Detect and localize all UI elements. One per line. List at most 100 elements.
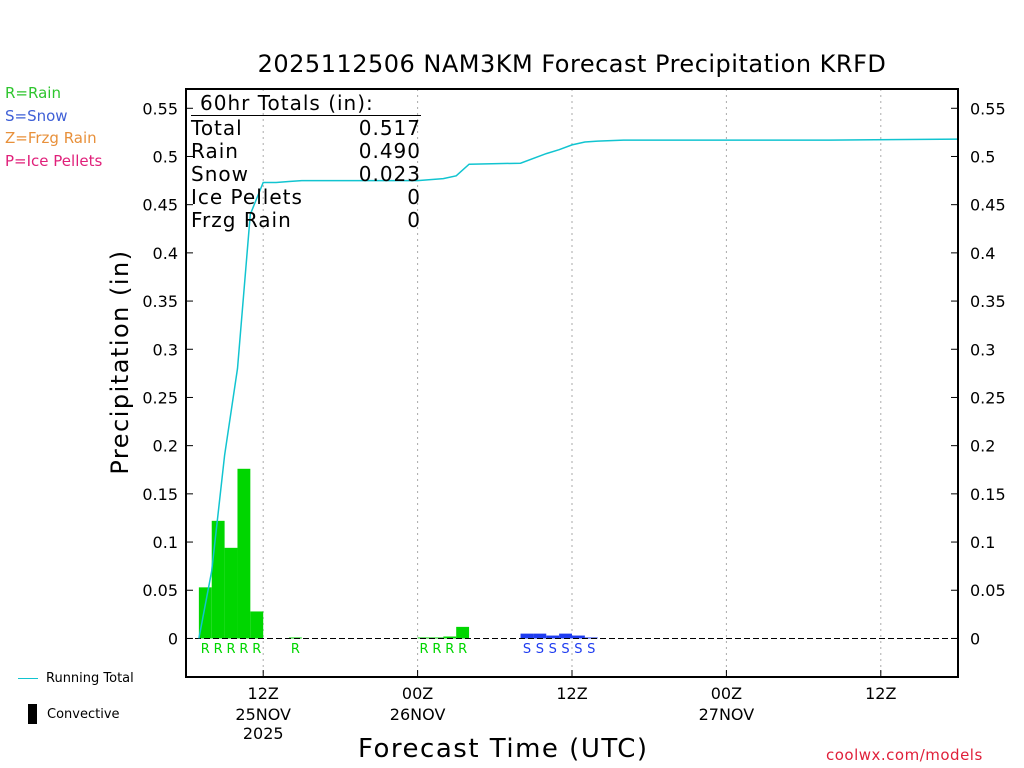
legend-running-total: Running Total xyxy=(18,668,134,688)
y-tick-label-left: 0.05 xyxy=(142,581,178,600)
y-tick-label-right: 0.4 xyxy=(970,244,995,263)
x-tick-label: 00Z xyxy=(402,684,433,703)
y-tick-label-left: 0.3 xyxy=(153,340,178,359)
y-tick-label-right: 0.05 xyxy=(970,581,1006,600)
legend-rain: R=Rain xyxy=(5,84,61,102)
legend-running-total-label: Running Total xyxy=(46,670,134,686)
rain-marker: R xyxy=(458,642,467,657)
y-tick-label-left: 0.2 xyxy=(153,437,178,456)
y-tick-label-right: 0.1 xyxy=(970,533,995,552)
rain-marker: R xyxy=(239,642,248,657)
totals-label: Rain xyxy=(191,139,239,163)
totals-value: 0.023 xyxy=(358,162,421,186)
rain-bar xyxy=(430,637,444,639)
snow-marker: S xyxy=(561,642,569,657)
totals-row-rain: Rain 0.490 xyxy=(191,140,421,163)
y-tick-label-left: 0.55 xyxy=(142,99,178,118)
snow-bar xyxy=(572,635,585,639)
rain-marker: R xyxy=(201,642,210,657)
y-tick-label-right: 0.5 xyxy=(970,147,995,166)
y-axis: 0 00.05 0.050.1 0.10.15 0.150.2 0.20.25 0.250.… xyxy=(142,99,1005,648)
rain-marker: R xyxy=(227,642,236,657)
totals-row-total: Total 0.517 xyxy=(191,117,421,140)
rain-marker: R xyxy=(420,642,429,657)
legend-convective-label: Convective xyxy=(47,706,120,722)
legend-ice-pellets: P=Ice Pellets xyxy=(5,151,103,170)
rain-marker: R xyxy=(291,642,300,657)
y-tick-label-left: 0.15 xyxy=(142,485,178,504)
rain-bar xyxy=(211,520,225,639)
source-credit: coolwx.com/models xyxy=(826,746,983,764)
totals-label: Frzg Rain xyxy=(191,208,292,232)
legend-snow: S=Snow xyxy=(5,106,68,125)
ptype-legend: R=Rain S=Snow Z=Frzg Rain P=Ice Pellets xyxy=(5,82,102,172)
x-tick-date: 26NOV xyxy=(390,705,446,724)
x-tick-label: 00Z xyxy=(711,684,742,703)
snow-bar xyxy=(533,633,547,639)
y-tick-label-left: 0.35 xyxy=(142,292,178,311)
rain-marker: R xyxy=(445,642,454,657)
totals-row-ice-pellets: Ice Pellets 0 xyxy=(191,186,421,209)
rain-marker: R xyxy=(252,642,261,657)
y-tick-label-right: 0.55 xyxy=(970,99,1006,118)
totals-box: 60hr Totals (in): Total 0.517 Rain 0.490… xyxy=(191,92,421,232)
running-total-swatch xyxy=(18,677,38,679)
y-tick-label-right: 0.35 xyxy=(970,292,1006,311)
totals-row-snow: Snow 0.023 xyxy=(191,163,421,186)
rain-bar xyxy=(237,468,251,639)
y-tick-label-left: 0.4 xyxy=(153,244,178,263)
y-tick-label-right: 0.3 xyxy=(970,340,995,359)
totals-label: Total xyxy=(191,116,243,140)
totals-header: 60hr Totals (in): xyxy=(191,92,421,116)
snow-marker: S xyxy=(523,642,531,657)
y-tick-label-right: 0.45 xyxy=(970,196,1006,215)
snow-bar xyxy=(520,633,534,639)
y-tick-label-right: 0.25 xyxy=(970,388,1006,407)
rain-bar xyxy=(443,636,457,639)
x-tick-date: 27NOV xyxy=(699,705,755,724)
legend-convective: Convective xyxy=(18,704,134,724)
y-tick-label-right: 0 xyxy=(970,629,980,648)
x-tick-label: 12Z xyxy=(865,684,896,703)
grid-lines xyxy=(262,89,882,677)
running-total-line xyxy=(198,138,959,639)
y-tick-label-left: 0.45 xyxy=(142,196,178,215)
totals-row-freezing-rain: Frzg Rain 0 xyxy=(191,209,421,232)
totals-value: 0.490 xyxy=(358,139,421,163)
totals-label: Snow xyxy=(191,162,249,186)
totals-value: 0 xyxy=(407,185,421,209)
snow-bar xyxy=(546,635,560,639)
y-tick-label-left: 0.1 xyxy=(153,533,178,552)
rain-bar xyxy=(456,626,470,639)
x-axis-label: Forecast Time (UTC) xyxy=(358,734,649,764)
rain-bar xyxy=(250,611,264,639)
y-axis-label: Precipitation (in) xyxy=(106,249,134,475)
x-tick-year: 2025 xyxy=(243,724,284,743)
x-tick-date: 25NOV xyxy=(235,705,291,724)
rain-bar xyxy=(198,587,212,639)
rain-marker: R xyxy=(214,642,223,657)
totals-label: Ice Pellets xyxy=(191,185,303,209)
y-tick-label-left: 0.25 xyxy=(142,388,178,407)
y-tick-label-right: 0.2 xyxy=(970,437,995,456)
snow-marker: S xyxy=(587,642,595,657)
y-tick-label-left: 0.5 xyxy=(153,147,178,166)
series-legend: Running Total Convective xyxy=(18,668,134,740)
convective-swatch xyxy=(28,704,37,724)
y-tick-label-left: 0 xyxy=(168,629,178,648)
y-tick-label-right: 0.15 xyxy=(970,485,1006,504)
totals-value: 0 xyxy=(407,208,421,232)
rain-marker: R xyxy=(432,642,441,657)
x-tick-label: 12Z xyxy=(248,684,279,703)
precip-bars xyxy=(198,468,598,639)
snow-bar xyxy=(559,633,572,639)
snow-marker: S xyxy=(536,642,544,657)
totals-value: 0.517 xyxy=(358,116,421,140)
legend-freezing-rain: Z=Frzg Rain xyxy=(5,129,97,147)
chart-title: 2025112506 NAM3KM Forecast Precipitation… xyxy=(257,50,887,78)
x-tick-label: 12Z xyxy=(556,684,587,703)
rain-bar xyxy=(224,547,238,639)
